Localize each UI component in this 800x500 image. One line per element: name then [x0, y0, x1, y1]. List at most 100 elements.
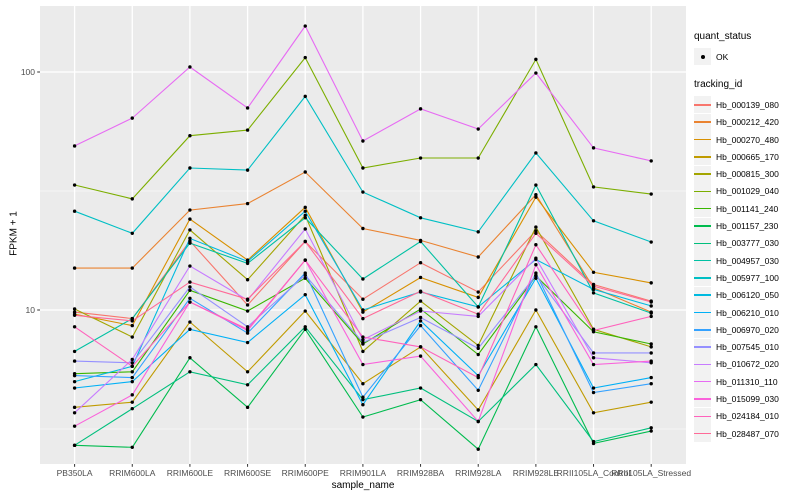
data-point	[649, 400, 653, 404]
series-line-key-icon	[694, 131, 711, 149]
series-line-key-icon	[694, 252, 711, 270]
data-point	[476, 295, 480, 300]
x-tick-label: RRIM600LE	[167, 468, 214, 478]
data-point	[130, 335, 134, 339]
series-line-key-icon	[694, 338, 711, 356]
data-point	[188, 285, 192, 289]
data-point	[649, 351, 653, 355]
data-point	[130, 231, 134, 236]
data-point	[188, 327, 192, 331]
legend-item-label: OK	[716, 51, 729, 62]
legend-item-label: Hb_001029_040	[716, 186, 779, 197]
data-point	[418, 319, 423, 323]
data-point	[418, 323, 423, 328]
data-point	[303, 325, 307, 329]
data-point	[188, 300, 192, 304]
data-point	[591, 356, 596, 360]
data-point	[418, 386, 423, 390]
legend-item-Hb_001157_230: Hb_001157_230	[694, 217, 800, 235]
legend-item-label: Hb_000270_480	[716, 134, 779, 145]
data-point	[649, 426, 653, 430]
data-point	[130, 197, 134, 201]
data-point	[476, 408, 480, 412]
data-point	[649, 429, 653, 433]
legend-item-label: Hb_006970_020	[716, 324, 779, 335]
data-point	[534, 362, 538, 367]
legend-item-label: Hb_007545_010	[716, 342, 779, 353]
data-point	[476, 290, 480, 294]
x-tick-label: PB350LA	[57, 468, 93, 478]
data-point	[591, 362, 596, 367]
legend-item-label: Hb_015099_030	[716, 393, 779, 404]
data-point	[361, 297, 365, 301]
legend-item-Hb_015099_030: Hb_015099_030	[694, 390, 800, 408]
data-point	[591, 439, 596, 444]
data-point	[130, 400, 134, 404]
data-point	[361, 415, 365, 419]
data-point	[130, 323, 134, 328]
data-point	[534, 71, 538, 75]
data-point	[361, 403, 365, 407]
data-point	[361, 139, 365, 143]
series-line-key-icon	[694, 148, 711, 166]
legend-item-label: Hb_000665_170	[716, 151, 779, 162]
data-point	[418, 156, 423, 160]
legend-item-Hb_000270_480: Hb_000270_480	[694, 131, 800, 149]
data-point	[476, 255, 480, 259]
data-point	[476, 375, 480, 380]
data-point	[303, 205, 307, 210]
legend-item-label: Hb_011310_110	[716, 376, 778, 387]
data-point	[649, 314, 653, 319]
data-point	[591, 386, 596, 390]
data-point	[188, 65, 192, 69]
data-point	[303, 55, 307, 60]
data-point	[649, 311, 653, 315]
series-line-key-icon	[694, 234, 711, 252]
legend-panel: quant_status OK tracking_id Hb_000139_08…	[694, 31, 800, 443]
data-point	[649, 345, 653, 349]
x-tick-label: RRIM901LA	[340, 468, 387, 478]
legend-item-Hb_006210_010: Hb_006210_010	[694, 304, 800, 321]
legend-item-Hb_006970_020: Hb_006970_020	[694, 321, 800, 339]
data-point	[476, 127, 480, 131]
data-point	[534, 57, 538, 62]
data-point	[418, 315, 423, 320]
series-line-key-icon	[694, 286, 711, 304]
data-point	[303, 170, 307, 174]
data-point	[72, 359, 77, 363]
legend-item-label: Hb_005977_100	[716, 272, 779, 283]
data-point	[245, 106, 250, 110]
series-line-key-icon	[694, 355, 711, 373]
ok-point-key-icon	[694, 48, 711, 66]
legend-item-label: Hb_000212_420	[716, 117, 779, 128]
series-line-key-icon	[694, 304, 711, 321]
data-point	[188, 217, 192, 221]
legend-item-Hb_000139_080: Hb_000139_080	[694, 96, 800, 114]
x-tick-label: RRIM600LA	[109, 468, 156, 478]
data-point	[534, 183, 538, 187]
data-point	[130, 116, 134, 120]
data-point	[476, 388, 480, 392]
data-point	[130, 361, 134, 365]
data-point	[130, 319, 134, 323]
data-point	[476, 352, 480, 357]
series-line-key-icon	[694, 390, 711, 408]
data-point	[476, 230, 480, 234]
data-point	[418, 275, 423, 280]
y-axis-title: FPKM + 1	[8, 211, 20, 256]
data-point	[245, 201, 250, 206]
data-point	[418, 309, 423, 313]
data-point	[130, 445, 134, 449]
legend-item-Hb_001141_240: Hb_001141_240	[694, 200, 800, 218]
data-point	[361, 335, 365, 339]
data-point	[534, 193, 538, 197]
legend-item-Hb_005977_100: Hb_005977_100	[694, 269, 800, 287]
series-line-key-icon	[694, 113, 711, 131]
data-point	[245, 370, 250, 374]
legend-item-Hb_000815_300: Hb_000815_300	[694, 165, 800, 183]
data-point	[361, 395, 365, 399]
legend-item-Hb_010672_020: Hb_010672_020	[694, 355, 800, 373]
data-point	[534, 325, 538, 329]
data-point	[72, 313, 77, 318]
data-point	[476, 346, 480, 351]
